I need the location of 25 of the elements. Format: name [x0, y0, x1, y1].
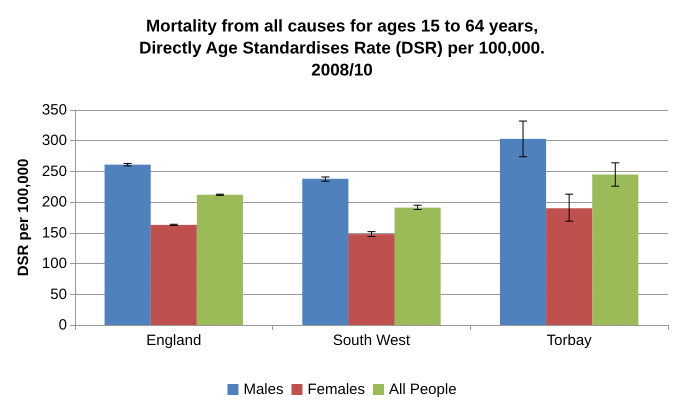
x-tick-label: Torbay — [546, 332, 592, 349]
chart-title: Mortality from all causes for ages 15 to 64 years, Directly Age Standardises Rate (DSR) per 100,000. 2008/10 — [139, 16, 545, 80]
bar — [104, 164, 151, 325]
bar — [348, 234, 395, 325]
y-axis-title: DSR per 100,000 — [15, 158, 32, 276]
y-tick-label: 50 — [50, 286, 67, 303]
y-tick-label: 250 — [42, 162, 67, 180]
y-tick-label: 300 — [42, 132, 67, 150]
bar — [394, 208, 441, 325]
legend-label: Females — [307, 381, 366, 398]
bar — [592, 174, 638, 325]
y-tick-label: 0 — [58, 316, 67, 334]
x-tick-label: England — [146, 332, 202, 349]
bar — [546, 208, 592, 325]
x-tick-label: South West — [332, 332, 411, 349]
y-tick-label: 200 — [42, 194, 67, 211]
legend-label: All People — [388, 381, 457, 398]
bar — [500, 138, 546, 325]
y-tick-label: 100 — [42, 255, 67, 272]
bar — [150, 224, 197, 325]
legend-label: Males — [243, 381, 284, 398]
y-tick-label: 350 — [42, 102, 67, 118]
bar — [196, 194, 243, 325]
y-tick-label: 150 — [42, 224, 67, 242]
bar — [302, 178, 348, 325]
